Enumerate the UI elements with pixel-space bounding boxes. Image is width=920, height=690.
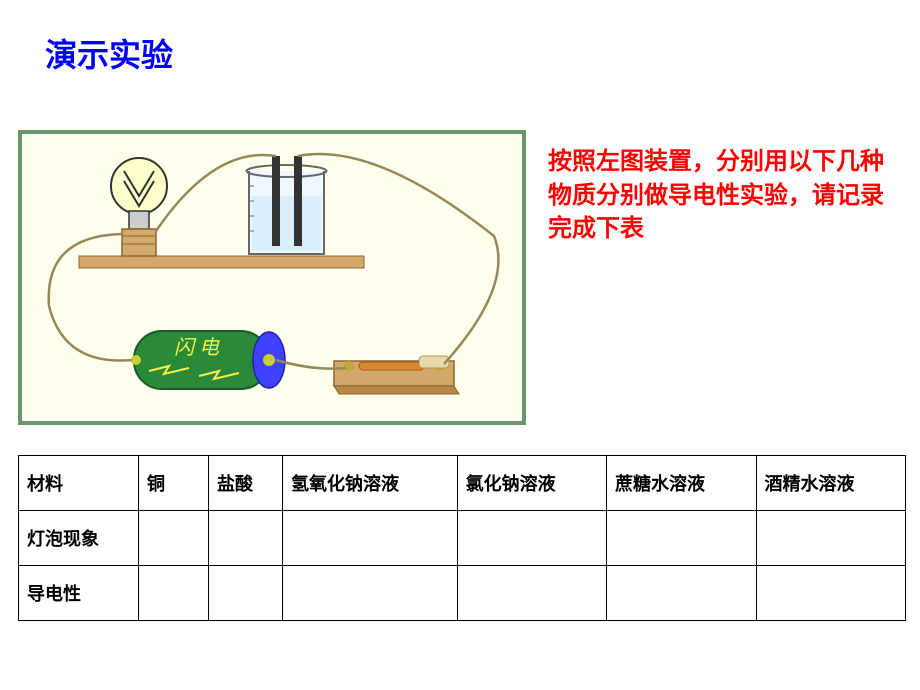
table-cell	[283, 511, 458, 566]
table-row: 灯泡现象	[19, 511, 906, 566]
switch	[334, 356, 459, 394]
table-cell	[457, 566, 606, 621]
electrode-right	[294, 156, 302, 246]
row-header-conductivity: 导电性	[19, 566, 139, 621]
light-bulb	[111, 158, 167, 256]
table-cell	[607, 566, 756, 621]
instruction-text: 按照左图装置，分别用以下几种物质分别做导电性实验，请记录完成下表	[548, 145, 903, 246]
table-cell	[283, 566, 458, 621]
table-header-row: 材料 铜 盐酸 氢氧化钠溶液 氯化钠溶液 蔗糖水溶液 酒精水溶液	[19, 456, 906, 511]
column-header: 氢氧化钠溶液	[283, 456, 458, 511]
column-header: 铜	[139, 456, 209, 511]
table-cell	[209, 566, 283, 621]
column-header: 氯化钠溶液	[457, 456, 606, 511]
battery-label: 闪 电	[174, 337, 220, 359]
shelf	[79, 256, 364, 268]
circuit-diagram: 闪 电	[22, 134, 522, 421]
circuit-diagram-frame: 闪 电	[18, 130, 526, 425]
electrode-left	[272, 156, 280, 246]
table-cell	[209, 511, 283, 566]
table-cell	[607, 511, 756, 566]
column-header: 蔗糖水溶液	[607, 456, 756, 511]
table-row: 导电性	[19, 566, 906, 621]
column-header: 酒精水溶液	[756, 456, 905, 511]
page-title: 演示实验	[45, 30, 173, 76]
table-cell	[139, 566, 209, 621]
table-cell	[756, 566, 905, 621]
data-table: 材料 铜 盐酸 氢氧化钠溶液 氯化钠溶液 蔗糖水溶液 酒精水溶液 灯泡现象 导电…	[18, 455, 906, 621]
table-cell	[139, 511, 209, 566]
circuit-svg: 闪 电	[24, 136, 524, 423]
row-header-material: 材料	[19, 456, 139, 511]
table-cell	[457, 511, 606, 566]
table-cell	[756, 511, 905, 566]
battery: 闪 电	[131, 331, 285, 389]
row-header-bulb: 灯泡现象	[19, 511, 139, 566]
beaker	[247, 165, 327, 254]
column-header: 盐酸	[209, 456, 283, 511]
